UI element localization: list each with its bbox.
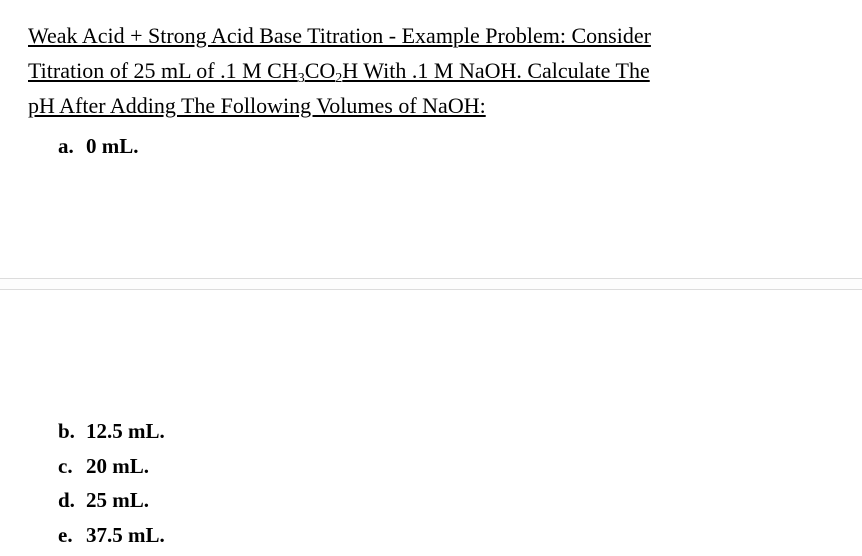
item-text: 0 mL. xyxy=(86,134,139,158)
title-line-1: Weak Acid + Strong Acid Base Titration -… xyxy=(28,23,651,48)
item-marker: e. xyxy=(58,518,73,553)
item-marker: a. xyxy=(58,130,74,164)
title-line-2-post: H With .1 M NaOH. Calculate The xyxy=(342,58,649,83)
title-line-2-mid: CO xyxy=(305,58,336,83)
item-text: 12.5 mL. xyxy=(86,419,165,443)
list-item-e: e. 37.5 mL. xyxy=(58,518,834,553)
item-text: 37.5 mL. xyxy=(86,523,165,547)
list-item-d: d. 25 mL. xyxy=(58,483,834,518)
list-item-c: c. 20 mL. xyxy=(58,449,834,484)
title-line-2-pre: Titration of 25 mL of .1 M CH xyxy=(28,58,298,83)
document-content: Weak Acid + Strong Acid Base Titration -… xyxy=(0,0,862,163)
item-text: 20 mL. xyxy=(86,454,149,478)
item-marker: b. xyxy=(58,414,75,449)
page-divider xyxy=(0,278,862,290)
list-item-a: a. 0 mL. xyxy=(58,130,834,164)
title-line-3: pH After Adding The Following Volumes of… xyxy=(28,93,486,118)
subscript-3: 3 xyxy=(298,71,305,86)
option-list-upper: a. 0 mL. xyxy=(28,130,834,164)
subscript-2: 2 xyxy=(335,71,342,86)
problem-title: Weak Acid + Strong Acid Base Titration -… xyxy=(28,18,834,124)
item-marker: d. xyxy=(58,483,75,518)
item-text: 25 mL. xyxy=(86,488,149,512)
option-list-lower: b. 12.5 mL. c. 20 mL. d. 25 mL. e. 37.5 … xyxy=(28,414,834,553)
list-item-b: b. 12.5 mL. xyxy=(58,414,834,449)
item-marker: c. xyxy=(58,449,73,484)
